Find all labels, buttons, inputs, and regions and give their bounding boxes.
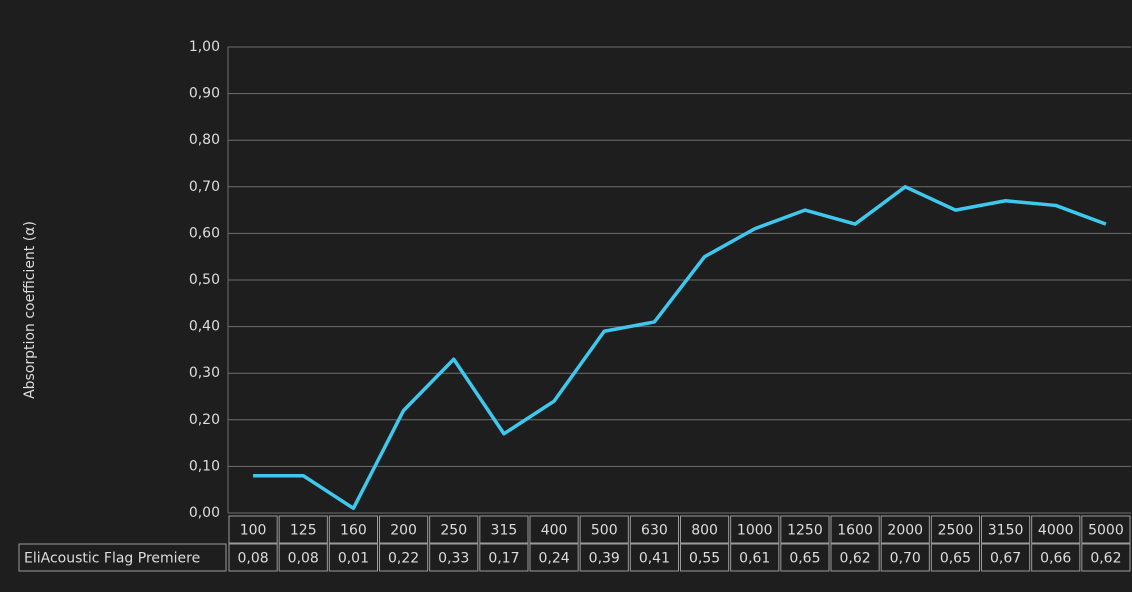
x-tick-label: 5000 [1088,523,1124,539]
y-axis-label: Absorption coefficient (α) [22,221,38,399]
table-cell [278,515,328,544]
table-cell [328,515,379,544]
table-cell [228,543,278,572]
table-cell [780,543,830,572]
x-tick-label: 200 [390,523,417,539]
value-label: 0,67 [990,551,1021,567]
x-tick-label: 1600 [837,523,873,539]
table-cell [479,515,529,544]
value-label: 0,39 [589,551,620,567]
x-tick-label: 400 [541,523,568,539]
value-label: 0,01 [338,551,369,567]
value-label: 0,65 [940,551,971,567]
table-cell [429,515,479,544]
x-tick-label: 800 [691,523,718,539]
value-label: 0,62 [839,551,870,567]
table-cell [680,515,730,544]
x-tick-label: 315 [491,523,518,539]
y-tick-label: 0,20 [189,412,220,428]
table-cell [930,515,980,544]
value-label: 0,22 [388,551,419,567]
value-label: 0,55 [689,551,720,567]
value-label: 0,24 [538,551,569,567]
x-tick-label: 3150 [988,523,1024,539]
value-label: 0,17 [488,551,519,567]
table-cell [830,515,880,544]
table-cell [981,515,1031,544]
table-cell [529,543,579,572]
y-tick-label: 1,00 [189,39,220,55]
value-label: 0,70 [890,551,921,567]
x-tick-label: 160 [340,523,367,539]
table-cell [579,515,629,544]
x-tick-label: 100 [240,523,267,539]
x-tick-label: 1250 [787,523,823,539]
table-cell [579,543,629,572]
value-label: 0,41 [639,551,670,567]
y-tick-label: 0,60 [189,225,220,241]
table-cell [730,543,780,572]
table-cell [529,515,579,544]
table-cell [18,543,227,572]
table-cell [730,515,780,544]
y-tick-label: 0,00 [189,505,220,521]
value-label: 0,66 [1040,551,1071,567]
table-cell [278,543,328,572]
x-tick-label: 630 [641,523,668,539]
table-cell [379,515,429,544]
value-label: 0,65 [789,551,820,567]
x-tick-label: 1000 [737,523,773,539]
table-cell [780,515,830,544]
y-tick-label: 0,90 [189,86,220,102]
legend-label: EliAcoustic Flag Premiere [24,551,200,567]
table-cell [1081,543,1131,572]
table-cell [379,543,429,572]
table-cell [880,543,930,572]
y-tick-label: 0,10 [189,458,220,474]
table-cell [228,515,278,544]
table-cell [629,515,679,544]
table-cell [429,543,479,572]
table-cell [479,543,529,572]
y-tick-label: 0,50 [189,272,220,288]
y-tick-label: 0,70 [189,179,220,195]
table-cell [1081,515,1131,544]
y-tick-label: 0,30 [189,365,220,381]
line [253,185,1107,511]
value-label: 0,62 [1090,551,1121,567]
y-tick-label: 0,80 [189,132,220,148]
value-label: 0,08 [237,551,268,567]
x-tick-label: 2500 [938,523,974,539]
y-tick-label: 0,40 [189,319,220,335]
value-label: 0,08 [288,551,319,567]
x-tick-label: 125 [290,523,317,539]
table-cell [328,543,379,572]
table-cell [680,543,730,572]
x-tick-label: 500 [591,523,618,539]
x-tick-label: 2000 [887,523,923,539]
value-label: 0,33 [438,551,469,567]
x-tick-label: 4000 [1038,523,1074,539]
table-cell [1031,543,1081,572]
x-tick-label: 250 [440,523,467,539]
table-cell [629,543,679,572]
table-cell [880,515,930,544]
table-cell [981,543,1031,572]
table-cell [930,543,980,572]
table-cell [830,543,880,572]
table-cell [1031,515,1081,544]
value-label: 0,61 [739,551,770,567]
